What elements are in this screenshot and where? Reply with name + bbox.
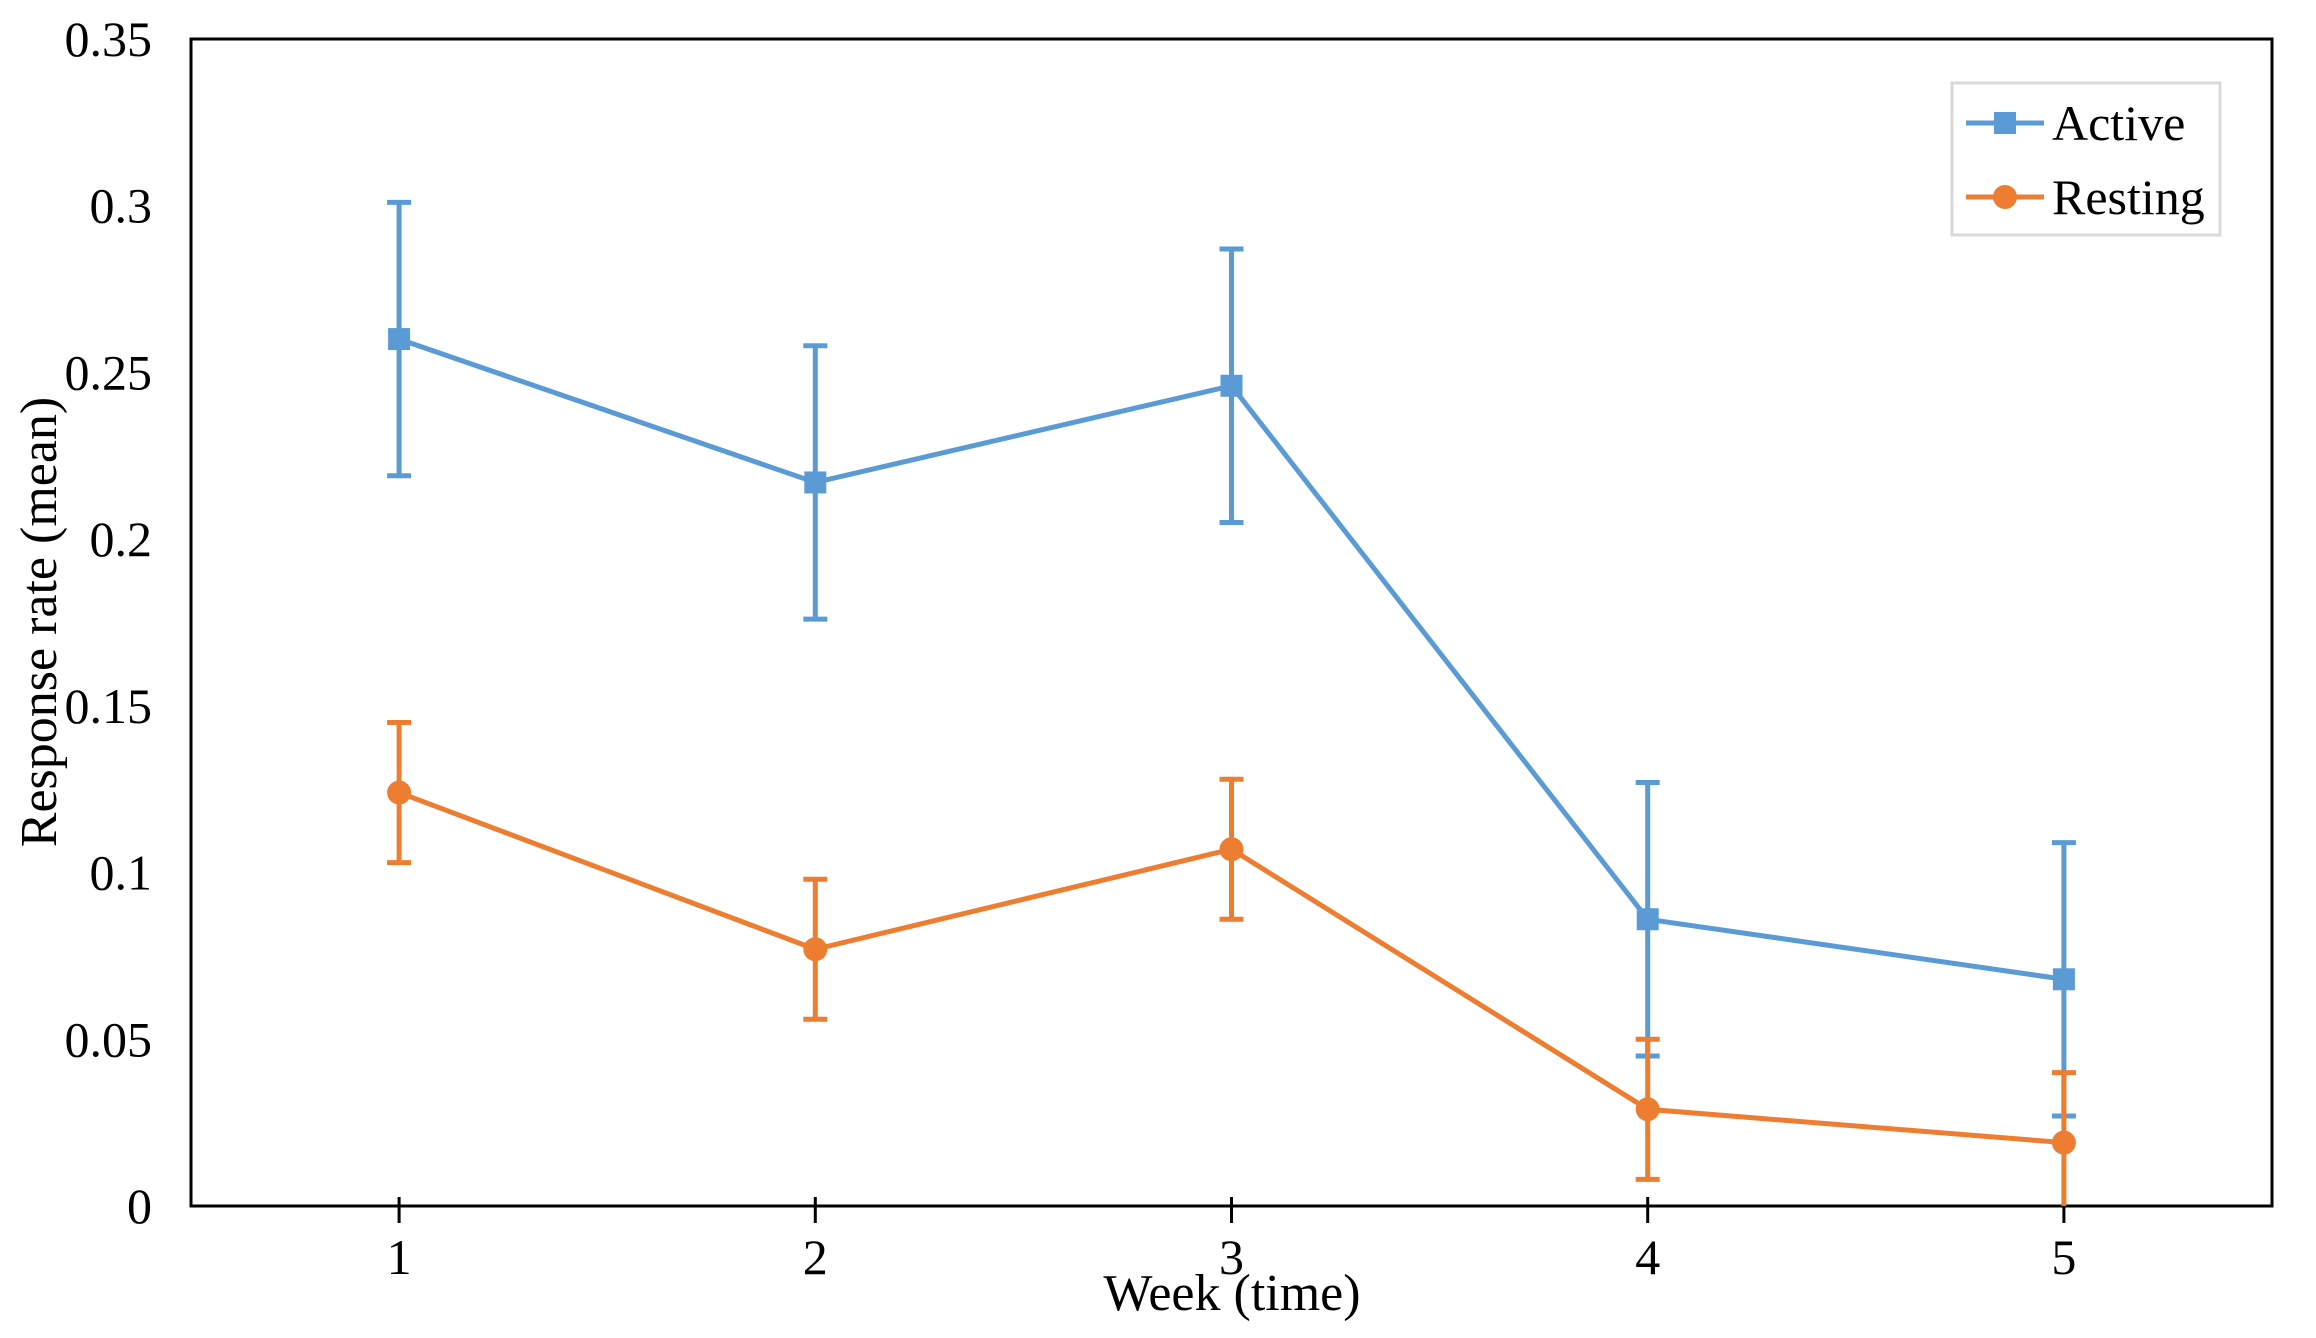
- legend-square-marker-icon: [1994, 112, 2016, 134]
- x-tick-label: 5: [2051, 1229, 2076, 1285]
- legend-label-active: Active: [2052, 95, 2185, 151]
- legend-circle-marker-icon: [1993, 185, 2017, 209]
- x-tick-label: 2: [803, 1229, 828, 1285]
- y-tick-label: 0.3: [90, 178, 153, 234]
- y-tick-label: 0.1: [90, 845, 153, 901]
- data-point-circle-resting: [1219, 837, 1244, 862]
- legend-box: [1950, 81, 2222, 237]
- data-point-circle-resting: [803, 937, 828, 962]
- y-tick-label: 0.05: [65, 1011, 153, 1067]
- y-axis-title: Response rate (mean): [11, 397, 68, 847]
- data-point-circle-resting: [2051, 1130, 2076, 1155]
- x-tick-label: 1: [387, 1229, 412, 1285]
- data-point-square-active: [388, 328, 411, 351]
- x-axis-title: Week (time): [1103, 1265, 1360, 1322]
- data-point-square-active: [804, 471, 827, 494]
- legend-label-resting: Resting: [2052, 169, 2205, 225]
- data-point-square-active: [1220, 374, 1243, 397]
- x-tick-label: 3: [1219, 1229, 1244, 1285]
- data-point-circle-resting: [387, 780, 412, 805]
- plot-area: 0 0.05 0.1 0.15 0.2 0.25 0.3 0.35 1 2 3 4 5: [65, 11, 2274, 1285]
- legend-item-resting: Resting: [1966, 169, 2205, 225]
- y-tick-label: 0.15: [65, 678, 153, 734]
- x-tick-label: 4: [1635, 1229, 1660, 1285]
- data-point-circle-resting: [1635, 1097, 1660, 1122]
- y-tick-label: 0.35: [65, 11, 153, 67]
- data-point-square-active: [1636, 908, 1659, 931]
- y-tick-label: 0: [127, 1178, 152, 1234]
- y-tick-label: 0.25: [65, 344, 153, 400]
- legend-item-active: Active: [1966, 95, 2185, 151]
- legend: Active Resting: [1950, 81, 2222, 237]
- y-tick-label: 0.2: [90, 511, 153, 567]
- data-point-square-active: [2052, 968, 2075, 991]
